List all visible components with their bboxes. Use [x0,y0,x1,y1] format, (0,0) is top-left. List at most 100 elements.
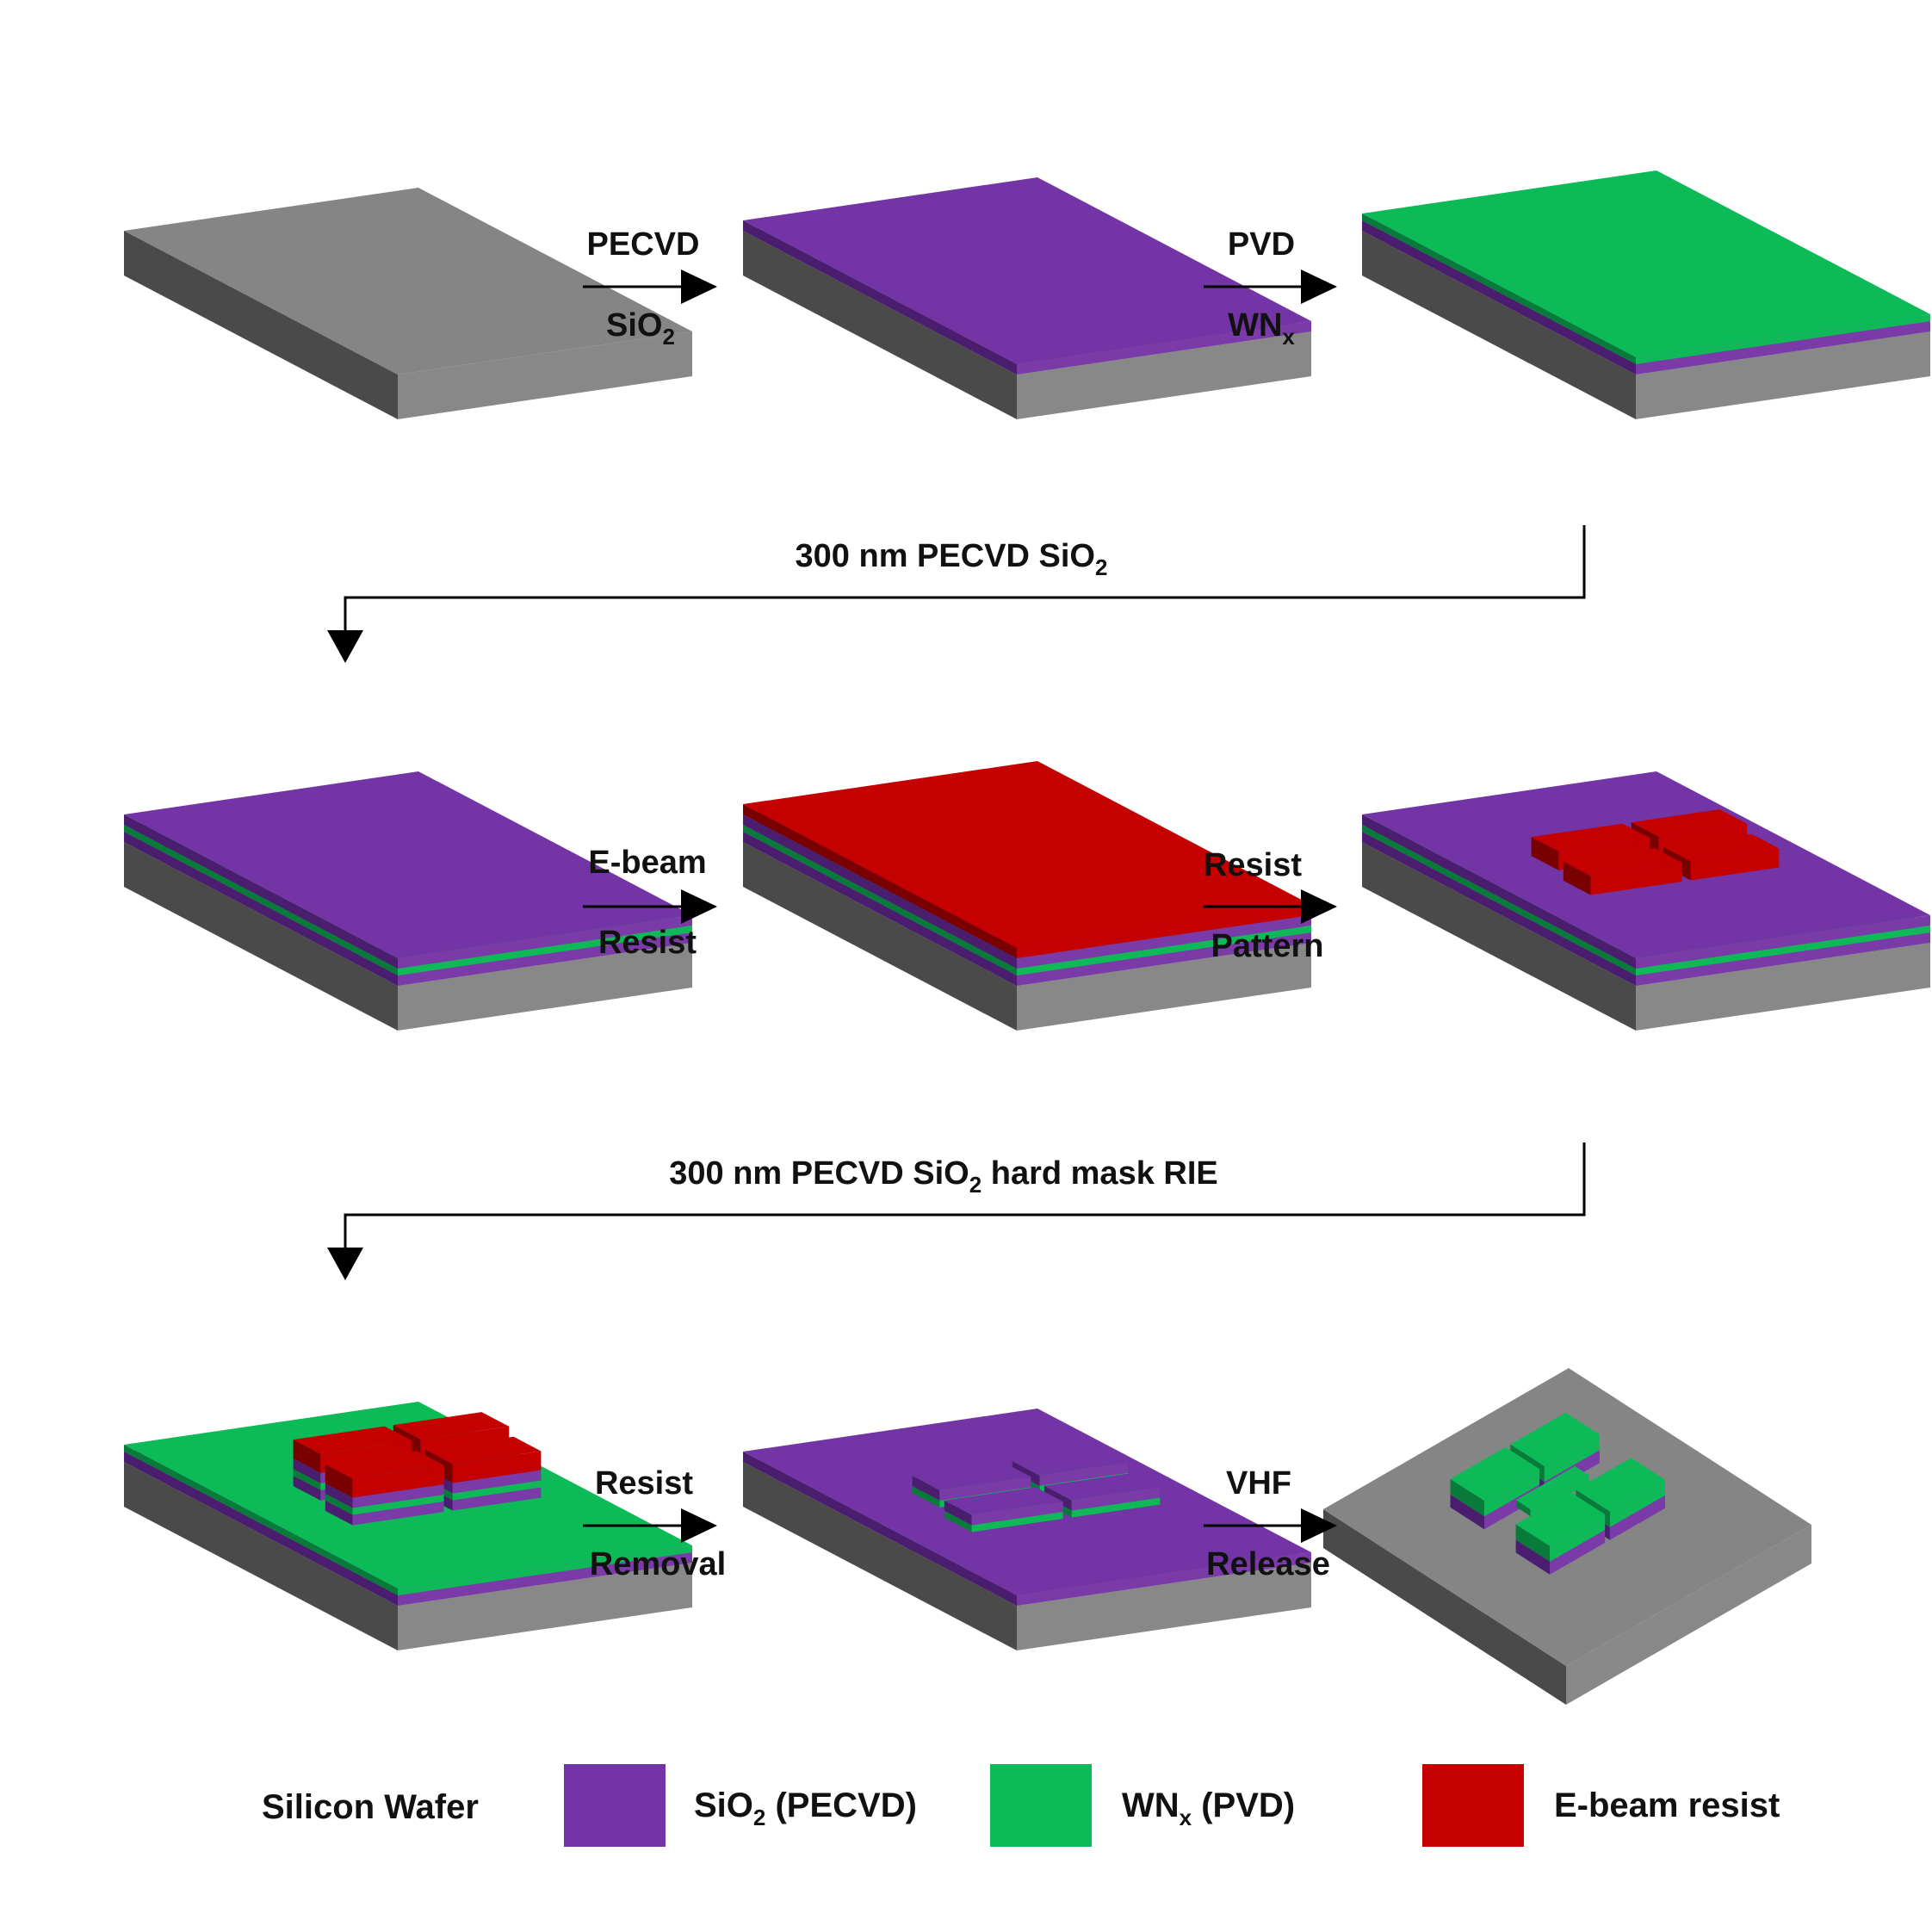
step-5-resist-coated-layer-2-wnx-left-face [743,825,1017,975]
step-8-pattern-bar-2-sio2-left-face [1044,1485,1072,1511]
wafer-blocks [124,170,1930,1705]
connector-1-head [327,630,363,663]
step-1-bare-silicon-wafer [124,188,692,419]
step-9-vhf-released-substrate-left-face [1323,1509,1566,1705]
step-9-vhf-released-beam-3-anchor-front-face [1550,1529,1606,1575]
arrow-3-head [681,889,717,924]
step-8-pattern-bar-1-sio2-front-face [939,1477,1031,1501]
step-7-pattern-bar-3-sio2-front-face [352,1502,444,1526]
step-8-pattern-bar-1-sio2-left-face [912,1476,940,1501]
legend-swatch-wnx [990,1764,1092,1847]
step-8-pattern-bar-3-wnx-front-face [971,1512,1063,1533]
step-9-vhf-released [1323,1368,1811,1705]
step-5-resist-coated-layer-3-sio2-front-face [1017,915,1311,969]
step-5-resist-coated-layer-4-resist [743,761,1311,958]
step-9-vhf-released-beam-3-wnx [1515,1492,1606,1562]
legend-swatch-resist [1422,1764,1524,1847]
step-9-vhf-released-beam-3-wnx-left-face [1515,1524,1551,1562]
step-7-hard-mask-etched-layer-0-silicon-left-face [124,1462,398,1650]
legend-label-sio2: SiO2 (PECVD) [694,1786,917,1830]
step-4-capping-sio2-deposited-layer-3-sio2-left-face [124,814,398,969]
step-7-pattern-bar-3-sio2-left-face [325,1483,353,1508]
step-2-sio2-deposited [743,177,1311,419]
step-7-pattern-bar-2-resist-front-face [452,1451,542,1483]
step-8-pattern-bar-1-sio2 [912,1462,1031,1501]
arrow-2-top-label: PVD [1228,226,1295,263]
step-9-vhf-released-suspended-bar-top-face [1515,1465,1590,1510]
step-5-resist-coated-layer-3-sio2-left-face [743,814,1017,969]
arrow-1-bottom-sub: 2 [663,324,675,350]
step-5-resist-coated-layer-4-resist-left-face [743,804,1017,958]
step-8-pattern-bar-3-wnx-left-face [944,1510,972,1533]
step-9-vhf-released-beam-3-wnx-front-face [1550,1514,1606,1562]
step-9-vhf-released-beam-1-anchor-left-face [1450,1494,1484,1530]
step-4-capping-sio2-deposited-layer-2-wnx-front-face [398,926,692,975]
step-7-pattern-bar-1-sio2-left-face [293,1458,321,1483]
step-8-pattern-bar-3-sio2-front-face [971,1502,1063,1526]
arrow-1-bottom-main: SiO [606,307,662,344]
step-7-pattern-bar-2-sio2-front-face [452,1487,542,1511]
arrow-2 [1204,269,1337,304]
step-9-vhf-released-beam-1-wnx [1450,1446,1540,1517]
step-3-wnx-deposited [1362,170,1930,419]
arrow-1-top-label: PECVD [587,226,700,263]
arrow-6 [1204,1508,1337,1543]
connector-1-sub: 2 [1095,554,1107,580]
step-7-pattern-bar-3-wnx-left-face [325,1493,353,1515]
step-6-pattern-bar-3-resist-left-face [1563,861,1591,895]
step-5-resist-coated-layer-2-wnx-front-face [1017,926,1311,975]
legend-wnx-tail: (PVD) [1192,1786,1295,1824]
step-8-pattern-bar-1-sio2-top-face [912,1462,1031,1490]
step-6-pattern-bar-3-resist-top-face [1563,848,1682,876]
step-6-pattern-bar-2-resist-top-face [1663,833,1780,862]
legend-swatch-sio2 [564,1764,666,1847]
step-5-resist-coated-layer-1-sio2-left-face [743,832,1017,986]
arrow-5-head [681,1508,717,1543]
legend-label-silicon-wafer: Silicon Wafer [262,1788,479,1826]
step-6-resist-patterned-layer-3-sio2-left-face [1362,814,1636,969]
legend-sio2-tail: (PECVD) [765,1786,917,1824]
step-4-capping-sio2-deposited-layer-3-sio2-top-face [124,771,692,958]
step-3-wnx-deposited-layer-1-sio2-front-face [1636,321,1930,375]
step-5-resist-coated [743,761,1311,1031]
step-7-pattern-bar-3-resist-top-face [325,1451,444,1479]
step-8-pattern-bar-1-wnx-left-face [912,1486,940,1508]
step-2-sio2-deposited-layer-1-sio2-left-face [743,220,1017,375]
step-9-vhf-released-substrate-front-face [1566,1525,1811,1705]
step-6-resist-patterned-layer-0-silicon-front-face [1636,943,1930,1031]
legend-label-wnx: WNx (PVD) [1122,1786,1295,1830]
step-5-resist-coated-layer-4-resist-front-face [1017,905,1311,958]
arrow-2-bottom-main: WN [1228,307,1282,344]
legend-sio2-main: SiO [694,1786,753,1824]
step-2-sio2-deposited-layer-0-silicon-front-face [1017,331,1311,419]
arrow-6-bottom-label: Release [1206,1546,1330,1582]
step-5-resist-coated-layer-1-sio2-front-face [1017,932,1311,986]
step-9-vhf-released-beam-1-wnx-front-face [1484,1469,1540,1517]
arrow-2-bottom-label: WNx [1228,307,1295,350]
step-9-vhf-released-beam-2-anchor-front-face [1609,1495,1665,1540]
step-4-capping-sio2-deposited-layer-3-sio2 [124,771,692,969]
arrow-4-head [1301,889,1337,924]
step-7-pattern-bar-3-resist [325,1451,444,1498]
step-6-resist-patterned-layer-1-sio2-front-face [1636,932,1930,986]
step-9-vhf-released-suspended-bar-front-face [1530,1475,1590,1517]
step-8-pattern-bar-0-sio2-left-face [1012,1461,1040,1486]
step-8-pattern-bar-3-sio2 [944,1487,1063,1526]
arrow-4 [1204,889,1337,924]
arrow-2-bottom-sub: x [1282,324,1295,350]
step-3-wnx-deposited-layer-0-silicon-front-face [1636,331,1930,419]
connector-2-label: 300 nm PECVD SiO2 hard mask RIE [669,1155,1218,1198]
step-3-wnx-deposited-layer-2-wnx [1362,170,1930,364]
arrow-1-bottom-label: SiO2 [606,307,675,350]
arrow-5-top-label: Resist [595,1465,693,1502]
step-3-wnx-deposited-layer-2-wnx-front-face [1636,314,1930,364]
step-7-hard-mask-etched [124,1402,692,1650]
step-8-pattern-bar-3-sio2-top-face [944,1487,1063,1515]
step-3-wnx-deposited-layer-2-wnx-top-face [1362,170,1930,357]
step-9-vhf-released-beam-1-wnx-top-face [1450,1446,1540,1502]
connector-1-label: 300 nm PECVD SiO2 [796,538,1108,580]
step-8-resist-removed-layer-1-sio2-front-face [1017,1552,1311,1606]
step-3-wnx-deposited-layer-0-silicon-left-face [1362,231,1636,419]
legend-label-resist: E-beam resist [1554,1786,1780,1824]
connector-1 [327,525,1586,663]
